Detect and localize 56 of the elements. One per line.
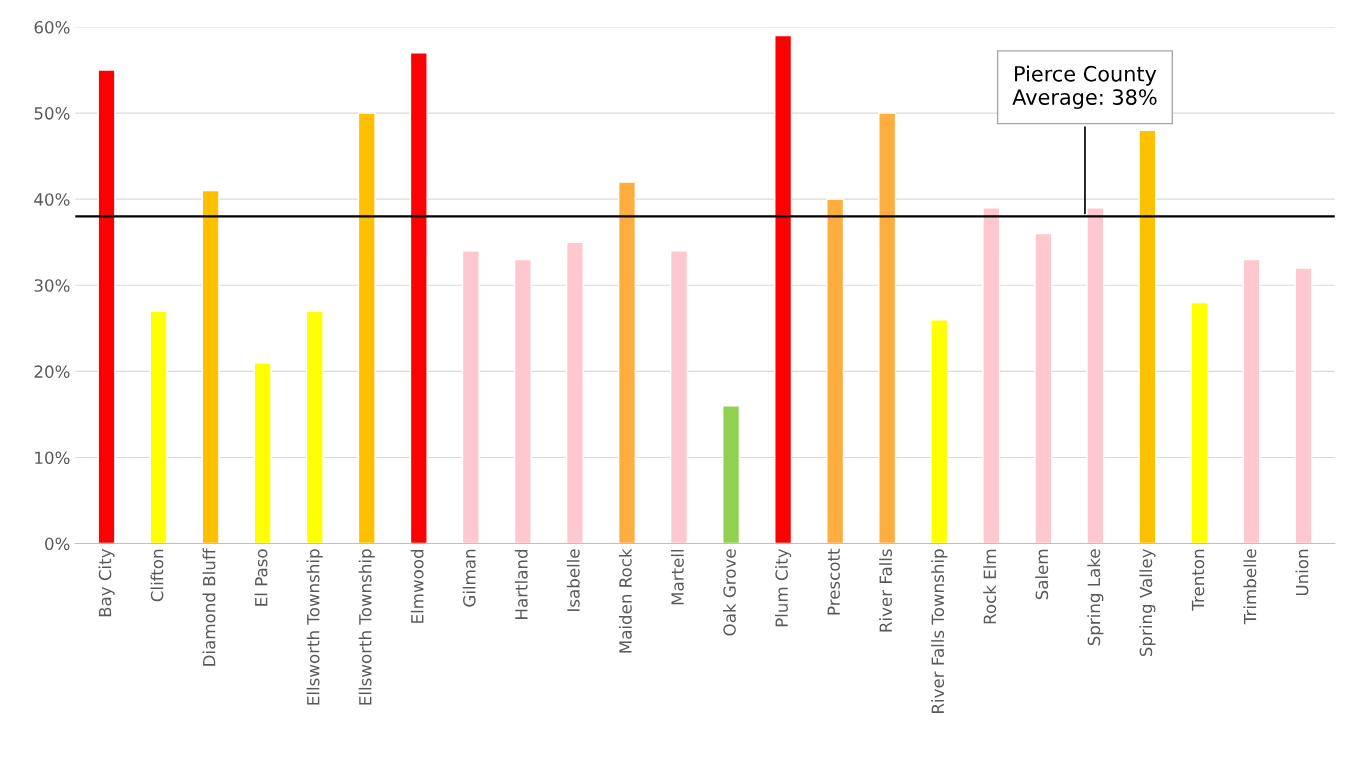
bar <box>97 69 116 544</box>
bar <box>930 319 949 544</box>
x-tick-label: Trimbelle <box>1243 549 1257 625</box>
bar <box>409 52 428 544</box>
bar <box>565 241 584 544</box>
x-tick-label: Rock Elm <box>983 549 997 624</box>
bar <box>1190 301 1209 544</box>
x-tick-label: Martell <box>670 549 684 605</box>
bar <box>305 310 324 544</box>
bar <box>513 258 532 544</box>
y-tick-label: 20% <box>34 365 70 378</box>
x-tick-label: Ellsworth Township <box>306 549 323 705</box>
x-tick-label: River Falls Township <box>931 549 948 713</box>
bar <box>722 405 741 544</box>
x-tick-label: Plum City <box>775 548 792 627</box>
x-tick-label: Spring Valley <box>1139 548 1156 657</box>
bar <box>253 362 272 544</box>
x-tick-label: Maiden Rock <box>618 548 632 653</box>
y-tick-label: 40% <box>34 193 70 206</box>
ref-line-label: Pierce County Average: 38% <box>1012 65 1157 109</box>
bar <box>201 189 220 544</box>
x-tick-label: Trenton <box>1191 549 1205 611</box>
x-tick-label: River Falls <box>879 549 893 632</box>
x-tick-label: Oak Grove <box>722 549 736 636</box>
x-tick-label: El Paso <box>254 549 268 606</box>
bar <box>669 250 689 544</box>
x-tick-label: Salem <box>1035 549 1049 600</box>
y-tick-label: 30% <box>34 279 70 292</box>
x-tick-label: Union <box>1295 549 1309 596</box>
x-tick-label: Gilman <box>462 549 476 607</box>
x-tick-label: Elmwood <box>410 549 424 623</box>
x-tick-label: Spring Lake <box>1087 549 1104 646</box>
x-tick-label: Prescott <box>827 548 840 615</box>
x-tick-label: Diamond Bluff <box>202 548 216 666</box>
bar <box>826 198 845 544</box>
bar <box>461 250 480 544</box>
x-tick-label: Clifton <box>150 549 164 602</box>
bar <box>617 181 636 544</box>
y-tick-label: 60% <box>34 20 70 34</box>
x-tick-label: Isabelle <box>566 549 580 611</box>
bar <box>1294 267 1313 544</box>
y-tick-label: 50% <box>34 107 70 120</box>
x-tick-label: Ellsworth Township <box>358 549 375 705</box>
bar <box>1138 129 1157 544</box>
bar <box>149 310 168 544</box>
bar <box>357 112 376 544</box>
x-tick-label: Bay City <box>98 548 115 617</box>
bar <box>982 207 1001 544</box>
bar <box>1242 258 1261 544</box>
y-tick-label: 0% <box>45 537 70 551</box>
bar <box>878 112 897 544</box>
bar <box>1034 232 1053 544</box>
bar <box>774 34 793 544</box>
x-tick-label: Hartland <box>514 549 528 619</box>
y-tick-label: 10% <box>35 451 70 465</box>
bar <box>1086 207 1105 544</box>
